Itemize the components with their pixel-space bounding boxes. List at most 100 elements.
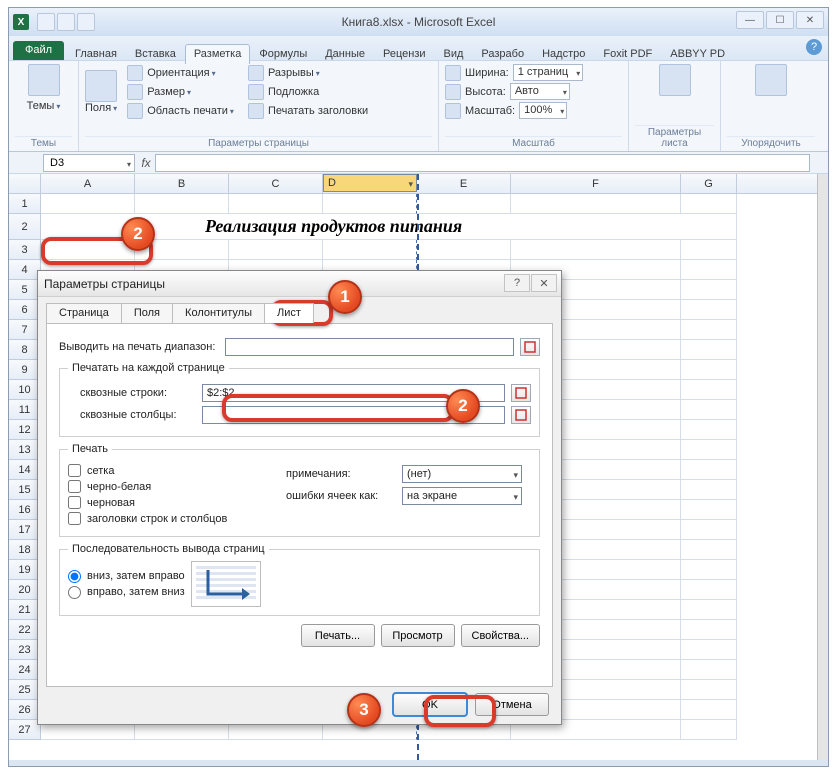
order-over-radio[interactable]: вправо, затем вниз [68, 586, 185, 599]
chk-headings[interactable]: заголовки строк и столбцов [68, 512, 268, 525]
cell-G11[interactable] [681, 400, 737, 420]
order-down-radio[interactable]: вниз, затем вправо [68, 570, 185, 583]
cell-G14[interactable] [681, 460, 737, 480]
col-header-F[interactable]: F [511, 174, 681, 193]
cell-G4[interactable] [681, 260, 737, 280]
rows-repeat-input[interactable]: $2:$2 [202, 384, 505, 402]
breaks-button[interactable]: Разрывы [268, 67, 320, 79]
cell-E3[interactable] [417, 240, 511, 260]
chk-bw[interactable]: черно-белая [68, 480, 268, 493]
row-header-2[interactable]: 2 [9, 214, 41, 240]
cell-G10[interactable] [681, 380, 737, 400]
cell-C1[interactable] [229, 194, 323, 214]
chk-draft[interactable]: черновая [68, 496, 268, 509]
orientation-button[interactable]: Ориентация [147, 67, 215, 79]
cell-B3[interactable] [135, 240, 229, 260]
dialog-help-button[interactable]: ? [504, 274, 530, 292]
col-header-C[interactable]: C [229, 174, 323, 193]
chk-grid[interactable]: сетка [68, 464, 268, 477]
cell-G9[interactable] [681, 360, 737, 380]
cell-G15[interactable] [681, 480, 737, 500]
sheet-options-icon[interactable] [659, 64, 691, 96]
close-button[interactable]: ✕ [796, 11, 824, 29]
dialog-tab-0[interactable]: Страница [46, 303, 122, 323]
select-all-corner[interactable] [9, 174, 41, 193]
scale-combo[interactable]: 100% [519, 102, 567, 119]
vertical-scrollbar[interactable] [817, 174, 828, 760]
options-button[interactable]: Свойства... [461, 624, 540, 647]
row-header-3[interactable]: 3 [9, 240, 41, 260]
themes-icon[interactable] [28, 64, 60, 96]
cell-G23[interactable] [681, 640, 737, 660]
cell-F3[interactable] [511, 240, 681, 260]
print-button[interactable]: Печать... [301, 624, 375, 647]
fx-icon[interactable]: fx [137, 156, 155, 170]
rows-repeat-picker-icon[interactable] [511, 384, 531, 402]
cell-G21[interactable] [681, 600, 737, 620]
cell-G16[interactable] [681, 500, 737, 520]
cell-G8[interactable] [681, 340, 737, 360]
background-button[interactable]: Подложка [268, 86, 319, 98]
cell-G26[interactable] [681, 700, 737, 720]
dialog-tab-2[interactable]: Колонтитулы [172, 303, 265, 323]
col-header-B[interactable]: B [135, 174, 229, 193]
cell-G24[interactable] [681, 660, 737, 680]
col-header-A[interactable]: A [41, 174, 135, 193]
comments-select[interactable]: (нет) [402, 465, 522, 483]
cancel-button[interactable]: Отмена [475, 693, 549, 716]
margins-icon[interactable] [85, 70, 117, 102]
title-cell[interactable]: Реализация продуктов питания [41, 214, 737, 240]
cell-G13[interactable] [681, 440, 737, 460]
cell-G7[interactable] [681, 320, 737, 340]
cell-B1[interactable] [135, 194, 229, 214]
cell-G18[interactable] [681, 540, 737, 560]
print-titles-button[interactable]: Печатать заголовки [268, 105, 368, 117]
errors-select[interactable]: на экране [402, 487, 522, 505]
dialog-close-button[interactable]: ✕ [531, 274, 557, 292]
print-range-input[interactable] [225, 338, 514, 356]
help-icon[interactable]: ? [806, 39, 822, 55]
cell-A1[interactable] [41, 194, 135, 214]
width-combo[interactable]: 1 страниц [513, 64, 583, 81]
minimize-button[interactable]: — [736, 11, 764, 29]
name-box[interactable]: D3 [43, 154, 135, 172]
cell-G20[interactable] [681, 580, 737, 600]
cell-G3[interactable] [681, 240, 737, 260]
col-header-D[interactable]: D [323, 174, 417, 192]
cell-D3[interactable] [323, 240, 417, 260]
breaks-icon [248, 65, 264, 81]
cell-A3[interactable] [41, 240, 135, 260]
formula-bar[interactable] [155, 154, 810, 172]
dialog-tab-1[interactable]: Поля [121, 303, 173, 323]
ok-button[interactable]: OK [393, 693, 467, 716]
arrange-icon[interactable] [755, 64, 787, 96]
height-combo[interactable]: Авто [510, 83, 570, 100]
print-range-picker-icon[interactable] [520, 338, 540, 356]
print-area-button[interactable]: Область печати [147, 105, 234, 117]
cell-G25[interactable] [681, 680, 737, 700]
margins-button[interactable]: Поля [85, 102, 117, 114]
col-header-E[interactable]: E [417, 174, 511, 193]
cell-G27[interactable] [681, 720, 737, 740]
file-tab[interactable]: Файл [13, 41, 64, 60]
cell-F1[interactable] [511, 194, 681, 214]
cell-G6[interactable] [681, 300, 737, 320]
maximize-button[interactable]: ☐ [766, 11, 794, 29]
cell-G1[interactable] [681, 194, 737, 214]
col-header-G[interactable]: G [681, 174, 737, 193]
dialog-tab-3[interactable]: Лист [264, 303, 314, 323]
cell-E1[interactable] [417, 194, 511, 214]
row-header-1[interactable]: 1 [9, 194, 41, 214]
cell-C3[interactable] [229, 240, 323, 260]
preview-button[interactable]: Просмотр [381, 624, 455, 647]
cell-G5[interactable] [681, 280, 737, 300]
cols-repeat-picker-icon[interactable] [511, 406, 531, 424]
cell-G19[interactable] [681, 560, 737, 580]
cell-D1[interactable] [323, 194, 417, 214]
cell-G17[interactable] [681, 520, 737, 540]
cols-repeat-input[interactable] [202, 406, 505, 424]
size-button[interactable]: Размер [147, 86, 191, 98]
cell-G22[interactable] [681, 620, 737, 640]
themes-button[interactable]: Темы [27, 100, 61, 112]
cell-G12[interactable] [681, 420, 737, 440]
